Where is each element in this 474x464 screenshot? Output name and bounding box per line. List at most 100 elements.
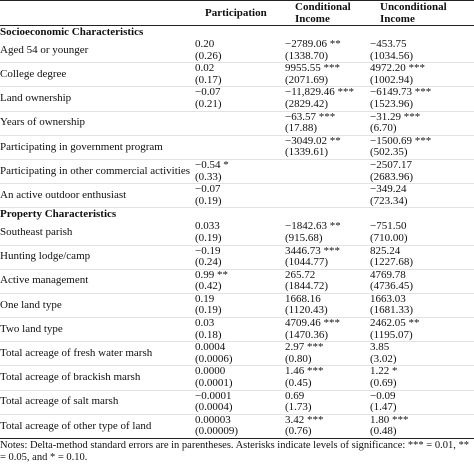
- value-cell: 2.97 *** (0.80): [283, 341, 368, 367]
- estimate: −2507.17: [370, 158, 412, 171]
- value-cell: [283, 183, 368, 209]
- standard-error: (0.42): [195, 280, 222, 293]
- value-cell: 0.69 (1.73): [283, 389, 368, 415]
- column-header: Unconditional Income: [368, 0, 474, 26]
- section-title: Socioeconomic Characteristics: [0, 26, 144, 38]
- value-cell: −2789.06 ** (1338.70): [283, 38, 368, 64]
- standard-error: (3.02): [370, 352, 397, 365]
- standard-error: (0.18): [195, 328, 222, 341]
- estimate: 0.02: [195, 62, 215, 75]
- data-row: Aged 54 or younger 0.20 (0.26) −2789.06 **(…: [0, 38, 474, 64]
- value-cell: 0.99 ** (0.42): [193, 269, 283, 294]
- estimate: −3049.02 **: [285, 134, 341, 147]
- column-header: Conditional Income: [283, 0, 368, 26]
- data-row: Land ownership −0.07 (0.21) −11,829.46 ***(…: [0, 86, 474, 112]
- standard-error: (2829.42): [285, 97, 329, 110]
- estimate: 0.00003: [195, 413, 231, 426]
- row-label: Participating in government program: [0, 135, 193, 160]
- standard-error: (0.17): [195, 73, 222, 86]
- standard-error: (6.70): [370, 122, 397, 135]
- row-label: Two land type: [0, 317, 193, 343]
- data-row: Two land type 0.03 (0.18) 4709.46 *** (1470.…: [0, 317, 474, 343]
- value-cell: −2507.17 (2683.96): [368, 158, 474, 185]
- row-label: Active management: [0, 269, 193, 294]
- estimate: 1668.16: [285, 292, 321, 305]
- standard-error: (0.33): [195, 170, 222, 183]
- estimate: −453.75: [370, 38, 407, 50]
- estimate: 1663.03: [370, 292, 406, 305]
- value-cell: −11,829.46 *** (2829.42): [283, 86, 368, 112]
- row-label: Land ownership: [0, 86, 193, 112]
- estimate: 0.033: [195, 220, 220, 233]
- value-cell: −0.0001 (0.0004): [193, 390, 283, 415]
- estimate: −0.07: [195, 183, 221, 196]
- estimate: −6149.73 ***: [370, 86, 432, 99]
- estimate: −349.24: [370, 183, 407, 196]
- value-cell: 0.00003 (0.00009): [193, 413, 283, 440]
- value-cell: 1.80 *** (0.48): [368, 413, 474, 440]
- row-label: Total acreage of salt marsh: [0, 390, 193, 415]
- estimate: 9955.55 ***: [285, 62, 340, 75]
- data-row: Years of ownership −63.57 *** (17.88) −31.2…: [0, 110, 474, 136]
- estimate: −31.29 ***: [370, 110, 421, 123]
- value-cell: 0.0004 (0.0006): [193, 342, 283, 367]
- estimate: 0.19: [195, 292, 215, 305]
- standard-error: (0.0006): [195, 352, 233, 365]
- estimate: 2.97 ***: [285, 341, 324, 354]
- standard-error: (1338.70): [285, 49, 329, 62]
- value-cell: 825.24 (1227.68): [368, 245, 474, 270]
- value-cell: 0.02 (0.17): [193, 62, 283, 88]
- row-label: Total acreage of other type of land: [0, 414, 193, 440]
- value-cell: −0.07 (0.21): [193, 87, 283, 112]
- value-cell: −0.07 (0.19): [193, 183, 283, 209]
- data-row: Total acreage of other type of land 0.000…: [0, 413, 474, 440]
- estimate: 0.0000: [195, 365, 226, 378]
- value-cell: 9955.55 *** (2071.69): [283, 62, 368, 88]
- value-cell: −349.24 (723.34): [368, 183, 474, 209]
- standard-error: (1339.61): [285, 146, 329, 159]
- standard-error: (1844.72): [285, 280, 329, 293]
- value-cell: −0.19 (0.24): [193, 245, 283, 270]
- data-row: Active management 0.99 ** (0.42) 265.72 (184…: [0, 269, 474, 294]
- value-cell: 1.46 *** (0.45): [283, 366, 368, 391]
- standard-error: (1227.68): [370, 256, 414, 269]
- row-label: Total acreage of brackish marsh: [0, 365, 193, 391]
- estimate: 3.42 ***: [285, 413, 324, 426]
- standard-error: (915.68): [285, 231, 323, 244]
- estimate: 3446.73 ***: [285, 244, 340, 257]
- estimate: −11,829.46 ***: [285, 86, 355, 99]
- standard-error: (0.0001): [195, 377, 233, 390]
- estimate: 1.80 ***: [370, 413, 409, 426]
- row-label: One land type: [0, 293, 193, 319]
- value-cell: [193, 111, 283, 136]
- estimate: −2789.06 **: [285, 38, 341, 50]
- standard-error: (0.48): [370, 425, 397, 438]
- data-row: Participating in other commercial activi…: [0, 158, 474, 185]
- estimate: 0.69: [285, 389, 305, 402]
- estimate: −0.54 *: [195, 158, 229, 171]
- standard-error: (1681.33): [370, 304, 414, 317]
- standard-error: (0.80): [285, 352, 312, 365]
- estimate: −1500.69 ***: [370, 134, 432, 147]
- data-row: Southeast parish 0.033 (0.19) −1842.63 ** (9…: [0, 220, 474, 246]
- estimate: 2462.05 **: [370, 317, 420, 330]
- value-cell: −3049.02 ** (1339.61): [283, 134, 368, 160]
- value-cell: 3446.73 *** (1044.77): [283, 244, 368, 270]
- value-cell: 4709.46 *** (1470.36): [283, 317, 368, 343]
- value-cell: 1663.03 (1681.33): [368, 292, 474, 319]
- table-body: Socioeconomic Characteristics Aged 54 or …: [0, 26, 474, 440]
- standard-error: (0.19): [195, 194, 222, 207]
- row-label: College degree: [0, 62, 193, 88]
- standard-error: (1002.94): [370, 73, 414, 86]
- estimate: −751.50: [370, 220, 407, 233]
- value-cell: 1.22 * (0.69): [368, 366, 474, 391]
- value-cell: 3.85 (3.02): [368, 342, 474, 367]
- standard-error: (0.26): [195, 49, 222, 62]
- standard-error: (0.00009): [195, 425, 239, 438]
- value-cell: 3.42 *** (0.76): [283, 413, 368, 440]
- standard-error: (1.73): [285, 401, 312, 414]
- value-cell: −1500.69 *** (502.35): [368, 134, 474, 160]
- standard-error: (0.76): [285, 425, 312, 438]
- value-cell: −751.50 (710.00): [368, 220, 474, 246]
